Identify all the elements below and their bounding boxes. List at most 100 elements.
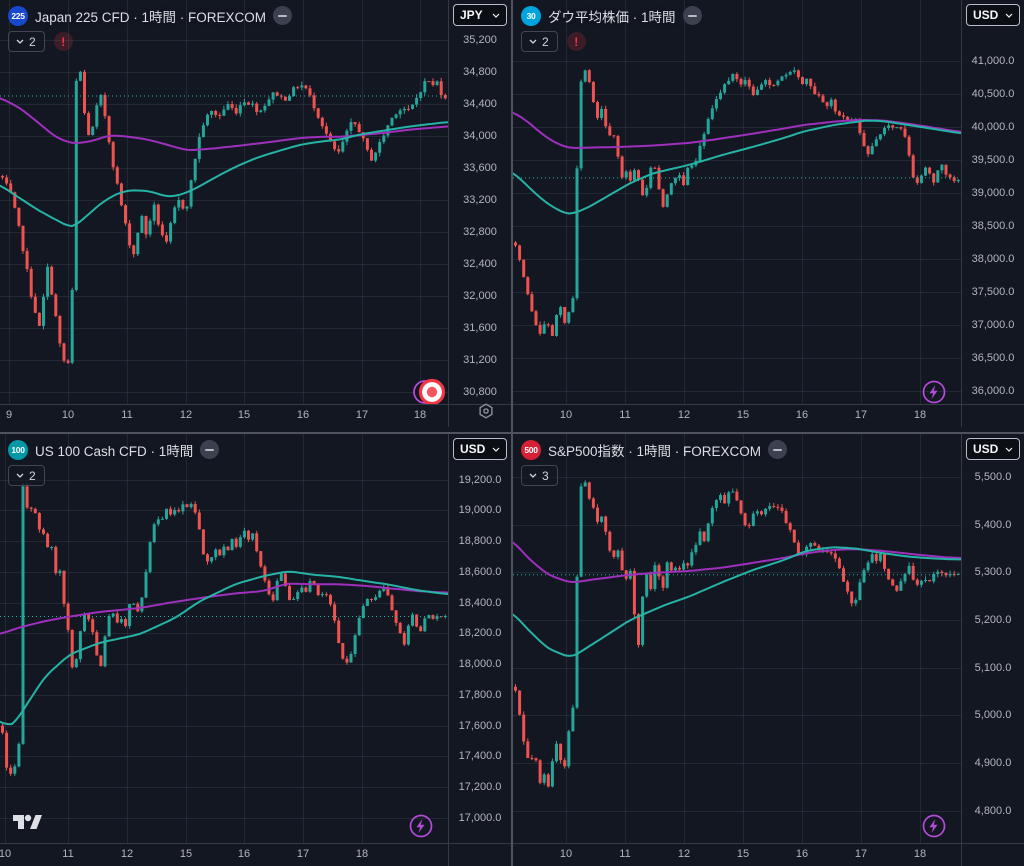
chart-pane-us100: 100 US 100 Cash CFD · 1時間 2 USD 19,200.0…	[0, 434, 511, 866]
symbol-badge: 225	[8, 5, 28, 26]
price-tick-label: 17,400.0	[458, 750, 502, 763]
price-tick-label: 36,000.0	[971, 385, 1015, 398]
symbol-badge: 100	[8, 439, 28, 460]
price-tick-label: 18,800.0	[458, 535, 502, 548]
chevron-down-icon	[1005, 447, 1013, 452]
price-tick-label: 32,800	[463, 226, 497, 238]
time-tick-label: 11	[121, 409, 133, 421]
chevron-down-icon	[529, 39, 537, 44]
time-tick-label: 18	[913, 409, 927, 421]
price-tick-label: 34,800	[463, 66, 497, 78]
collapse-symbol-icon[interactable]	[768, 440, 788, 459]
price-tick-label: 41,000.0	[971, 55, 1015, 68]
price-tick-label: 17,200.0	[458, 781, 502, 794]
price-tick-label: 5,400.0	[974, 518, 1012, 531]
price-tick-label: 31,600	[463, 322, 497, 334]
alert-icon[interactable]: !	[53, 32, 73, 51]
price-tick-label: 18,200.0	[458, 627, 502, 640]
price-tick-label: 40,500.0	[971, 88, 1015, 101]
price-tick-label: 39,500.0	[971, 154, 1015, 167]
tradingview-logo[interactable]	[12, 810, 42, 839]
currency-selector[interactable]: USD	[966, 4, 1020, 26]
price-axis[interactable]: USD 5,500.0 5,400.0 5,300.0 5,200.0 5,100.0 5…	[961, 434, 1024, 843]
time-tick-label: 15	[237, 409, 251, 421]
price-tick-label: 36,500.0	[971, 352, 1015, 365]
price-tick-label: 40,000.0	[971, 121, 1015, 134]
price-tick-label: 17,600.0	[458, 719, 502, 732]
chevron-down-icon	[492, 13, 500, 18]
time-tick-label: 11	[619, 409, 631, 421]
symbol-title[interactable]: ダウ平均株価 · 1時間	[548, 9, 676, 25]
events-lightning-icon[interactable]	[921, 813, 947, 844]
indicator-count-button[interactable]: 3	[521, 465, 558, 486]
events-lightning-icon[interactable]	[921, 379, 947, 410]
time-axis[interactable]: 9 10 11 12 15 16 17 18	[0, 404, 511, 427]
price-tick-label: 5,000.0	[974, 709, 1012, 722]
chart-pane-japan225: 225 Japan 225 CFD · 1時間 · FOREXCOM 2 ! J…	[0, 0, 511, 432]
symbol-title[interactable]: S&P500指数 · 1時間 · FOREXCOM	[548, 443, 762, 459]
price-tick-label: 32,000	[463, 290, 497, 302]
symbol-title[interactable]: US 100 Cash CFD · 1時間	[35, 443, 194, 459]
price-tick-label: 18,400.0	[458, 596, 502, 609]
symbol-title[interactable]: Japan 225 CFD · 1時間 · FOREXCOM	[35, 9, 267, 25]
symbol-header: 225 Japan 225 CFD · 1時間 · FOREXCOM	[8, 5, 293, 26]
price-axis[interactable]: USD 41,000.0 40,500.0 40,000.0 39,500.0 39,0…	[961, 0, 1024, 404]
time-tick-label: 9	[5, 409, 13, 421]
time-tick-label: 16	[237, 848, 251, 860]
currency-selector[interactable]: USD	[453, 438, 507, 460]
price-tick-label: 17,000.0	[458, 811, 502, 824]
alert-icon[interactable]: !	[566, 32, 586, 51]
time-tick-label: 15	[736, 848, 750, 860]
time-tick-label: 10	[559, 409, 573, 421]
price-chart-us100[interactable]	[0, 434, 448, 843]
indicator-count-button[interactable]: 2	[521, 31, 558, 52]
price-axis[interactable]: USD 19,200.0 19,000.0 18,800.0 18,600.0 18,4…	[448, 434, 511, 843]
time-tick-label: 18	[413, 409, 427, 421]
time-tick-label: 17	[854, 409, 868, 421]
indicator-count-button[interactable]: 2	[8, 465, 45, 486]
time-axis[interactable]: 10 11 12 15 16 17 18	[513, 843, 1024, 866]
events-lightning-icon[interactable]	[408, 813, 434, 844]
time-axis[interactable]: 10 11 12 15 16 17 18	[513, 404, 1024, 427]
indicator-count-button[interactable]: 2	[8, 31, 45, 52]
price-tick-label: 5,500.0	[974, 470, 1012, 483]
price-tick-label: 34,400	[463, 98, 497, 110]
price-chart-dow[interactable]	[513, 0, 961, 404]
collapse-symbol-icon[interactable]	[273, 6, 293, 25]
currency-selector[interactable]: USD	[966, 438, 1020, 460]
symbol-header: 30 ダウ平均株価 · 1時間	[521, 5, 702, 26]
chevron-down-icon	[529, 473, 537, 478]
price-tick-label: 5,100.0	[974, 661, 1012, 674]
price-axis[interactable]: JPY 35,200 34,800 34,400 34,000 33,600 33,200…	[448, 0, 511, 404]
time-tick-label: 15	[179, 848, 193, 860]
time-tick-label: 17	[296, 848, 310, 860]
price-tick-label: 31,200	[463, 354, 497, 366]
price-tick-label: 19,200.0	[458, 473, 502, 486]
time-axis[interactable]: 10 11 12 15 16 17 18	[0, 843, 511, 866]
price-tick-label: 35,200	[463, 34, 497, 46]
price-tick-label: 37,500.0	[971, 286, 1015, 299]
chevron-down-icon	[492, 447, 500, 452]
time-tick-label: 11	[62, 848, 74, 860]
price-chart-japan225[interactable]	[0, 0, 448, 404]
price-tick-label: 5,300.0	[974, 566, 1012, 579]
price-chart-sp500[interactable]	[513, 434, 961, 843]
collapse-symbol-icon[interactable]	[200, 440, 220, 459]
time-tick-label: 18	[913, 848, 927, 860]
axis-settings-gear-icon[interactable]	[477, 402, 495, 425]
price-tick-label: 5,200.0	[974, 614, 1012, 627]
time-tick-label: 10	[0, 848, 12, 860]
time-tick-label: 16	[795, 848, 809, 860]
symbol-badge: 500	[521, 439, 541, 460]
currency-selector[interactable]: JPY	[453, 4, 507, 26]
chevron-down-icon	[16, 39, 24, 44]
collapse-symbol-icon[interactable]	[682, 6, 702, 25]
price-tick-label: 33,200	[463, 194, 497, 206]
time-tick-label: 16	[296, 409, 310, 421]
price-tick-label: 34,000	[463, 130, 497, 142]
japan-flag-event-icon[interactable]	[413, 378, 449, 411]
price-tick-label: 30,800	[463, 386, 497, 398]
time-tick-label: 17	[854, 848, 868, 860]
chart-pane-sp500: 500 S&P500指数 · 1時間 · FOREXCOM 3 USD 5,50…	[513, 434, 1024, 866]
